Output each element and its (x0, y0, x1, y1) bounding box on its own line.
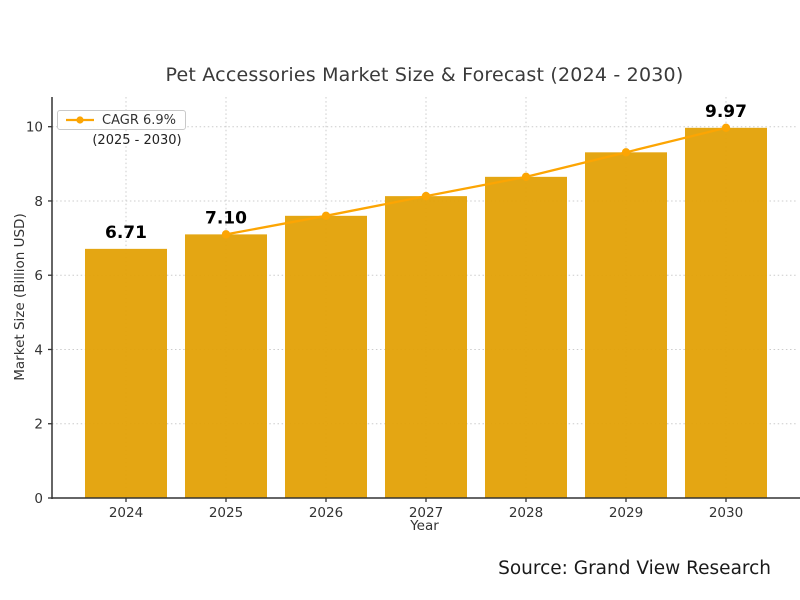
value-label-2030: 9.97 (705, 102, 747, 122)
bar-2026 (285, 215, 367, 498)
legend-sublabel: (2025 - 2030) (92, 133, 182, 148)
y-tick-label: 8 (34, 194, 43, 210)
chart-title: Pet Accessories Market Size & Forecast (… (165, 64, 684, 86)
cagr-trend-line (225, 126, 727, 236)
x-tick-label: 2030 (709, 505, 743, 521)
line-marker-2030 (721, 123, 731, 133)
bar-2027 (385, 196, 467, 498)
x-tick-label: 2029 (609, 505, 643, 521)
y-tick-label: 10 (26, 120, 43, 136)
value-label-2025: 7.10 (205, 208, 247, 228)
cagr-line-icon (66, 116, 94, 124)
bar-2024 (85, 248, 167, 498)
x-tick-label: 2026 (309, 505, 343, 521)
bar-2030 (685, 127, 767, 498)
line-marker-2028 (521, 172, 531, 182)
bar-2029 (585, 152, 667, 498)
x-tick-label: 2027 (409, 505, 443, 521)
y-tick-label: 4 (34, 342, 43, 358)
line-marker-2027 (421, 191, 431, 201)
x-tick-label: 2025 (209, 505, 243, 521)
line-marker-2029 (621, 148, 631, 157)
y-tick-label: 2 (34, 417, 43, 433)
bar-2025 (185, 234, 267, 498)
x-tick-label: 2024 (109, 505, 143, 521)
y-tick-label: 0 (34, 491, 43, 507)
legend-label: CAGR 6.9% (102, 112, 177, 128)
source-note: Source: Grand View Research (498, 558, 771, 579)
legend: CAGR 6.9% (57, 110, 187, 130)
y-tick-label: 6 (34, 268, 43, 284)
line-marker-2025 (221, 230, 231, 239)
x-tick-label: 2028 (509, 505, 543, 521)
x-axis-label: Year (410, 518, 439, 534)
line-marker-2026 (321, 211, 331, 221)
bar-2028 (485, 176, 567, 498)
value-label-2024: 6.71 (105, 223, 147, 243)
